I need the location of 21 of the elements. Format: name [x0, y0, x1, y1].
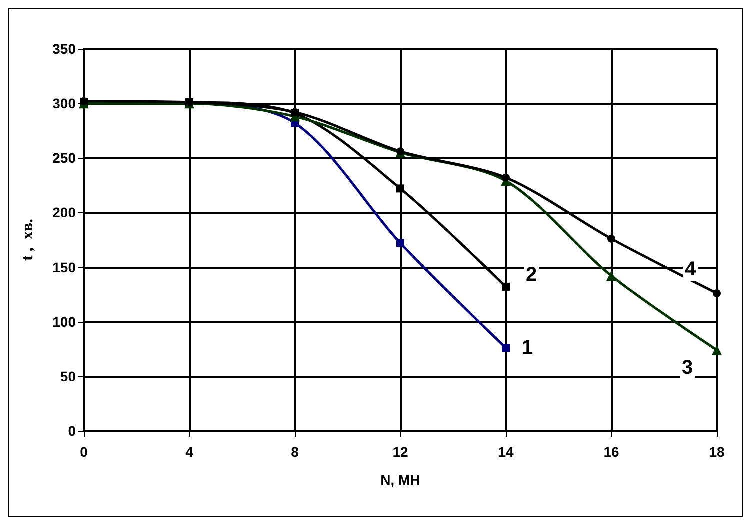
x-tick-label: 12 [392, 444, 408, 460]
series-label: 3 [682, 357, 694, 380]
x-axis-title: N, МН [380, 472, 420, 488]
y-tick-label: 350 [52, 41, 76, 57]
x-tick-label: 4 [186, 444, 194, 460]
series-label: 1 [522, 337, 534, 360]
y-tick-label: 200 [52, 204, 76, 221]
x-tick-label: 0 [80, 444, 88, 460]
series-label: 2 [526, 264, 538, 286]
y-tick-label: 250 [52, 150, 76, 166]
y-tick-label: 100 [52, 314, 76, 330]
x-tick-label: 8 [291, 444, 300, 460]
x-tick-label: 18 [709, 444, 725, 460]
x-tick-label: 16 [604, 444, 620, 460]
series-label: 4 [685, 258, 697, 280]
y-tick-label: 0 [68, 423, 76, 439]
y-axis-title: t , хв. [20, 219, 36, 261]
y-tick-label: 150 [52, 259, 76, 276]
y-tick-label: 300 [52, 96, 76, 112]
x-tick-label: 14 [498, 444, 514, 460]
y-tick-label: 50 [60, 368, 76, 384]
